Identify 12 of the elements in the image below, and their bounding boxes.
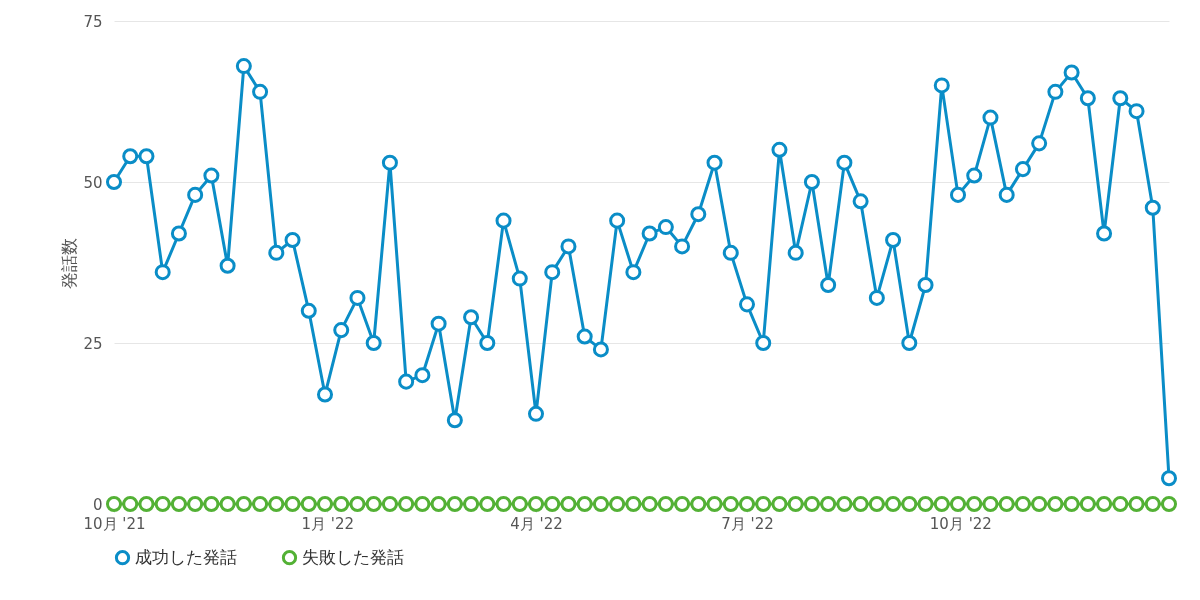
x-tick-label: 10月 '22 xyxy=(929,514,992,533)
x-tick-label: 1月 '22 xyxy=(301,514,355,533)
legend-label: 失敗した発話 xyxy=(302,546,404,567)
legend-label: 成功した発話 xyxy=(135,546,237,567)
y-tick-label: 50 xyxy=(83,173,103,192)
y-tick-label: 25 xyxy=(83,334,103,353)
x-tick-label: 10月 '21 xyxy=(83,514,146,533)
y-axis-title: 発話数 xyxy=(59,237,80,289)
x-tick-label: 7月 '22 xyxy=(721,514,774,533)
x-tick-label: 4月 '22 xyxy=(510,514,563,533)
y-tick-label: 0 xyxy=(92,495,103,514)
y-tick-label: 75 xyxy=(83,12,103,31)
